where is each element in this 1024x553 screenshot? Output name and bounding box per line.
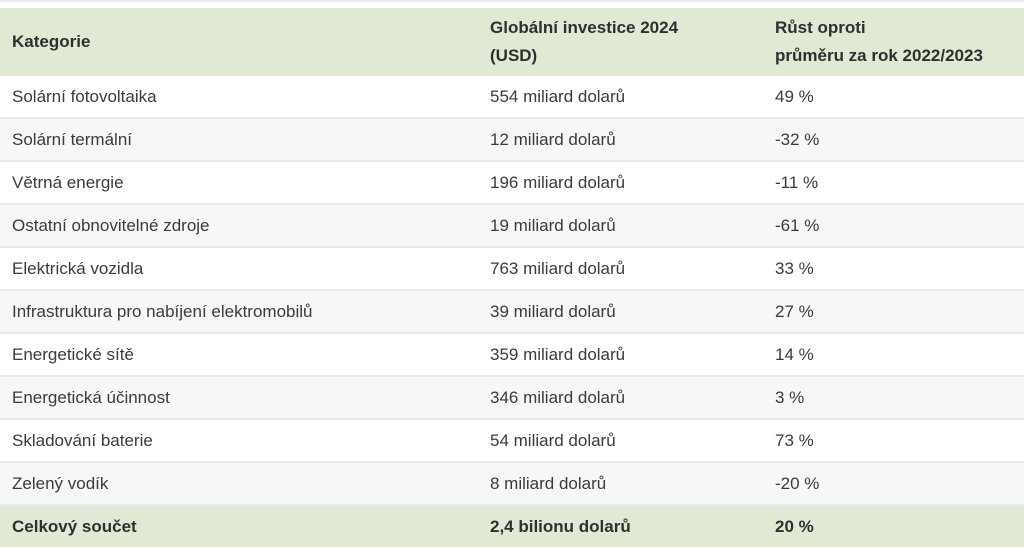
- growth-cell: -61 %: [763, 204, 1024, 248]
- column-header-investment-line2: (USD): [490, 46, 538, 65]
- total-investment-cell: 2,4 bilionu dolarů: [478, 505, 763, 547]
- growth-cell: 49 %: [763, 76, 1024, 119]
- category-cell: Elektrická vozidla: [0, 247, 478, 291]
- growth-cell: 14 %: [763, 333, 1024, 377]
- column-header-growth-line1: Růst oproti: [775, 18, 866, 37]
- total-growth-cell: 20 %: [763, 505, 1024, 547]
- growth-cell: 33 %: [763, 247, 1024, 291]
- growth-cell: 27 %: [763, 290, 1024, 334]
- investment-cell: 8 miliard dolarů: [478, 462, 763, 506]
- growth-cell: 3 %: [763, 376, 1024, 420]
- table-row: Energetické sítě 359 miliard dolarů 14 %: [0, 333, 1024, 377]
- category-cell: Solární fotovoltaika: [0, 76, 478, 119]
- growth-cell: -32 %: [763, 118, 1024, 162]
- table-row: Solární fotovoltaika 554 miliard dolarů …: [0, 76, 1024, 119]
- table-row: Ostatní obnovitelné zdroje 19 miliard do…: [0, 204, 1024, 248]
- investment-cell: 346 miliard dolarů: [478, 376, 763, 420]
- investment-cell: 39 miliard dolarů: [478, 290, 763, 334]
- growth-cell: -20 %: [763, 462, 1024, 506]
- header-row: Kategorie Globální investice 2024 (USD) …: [0, 8, 1024, 76]
- category-cell: Energetická účinnost: [0, 376, 478, 420]
- investment-cell: 763 miliard dolarů: [478, 247, 763, 291]
- category-cell: Zelený vodík: [0, 462, 478, 506]
- investment-cell: 359 miliard dolarů: [478, 333, 763, 377]
- column-header-investment: Globální investice 2024 (USD): [478, 8, 763, 76]
- growth-cell: -11 %: [763, 161, 1024, 205]
- total-label-cell: Celkový součet: [0, 505, 478, 547]
- column-header-growth-line2: průměru za rok 2022/2023: [775, 46, 983, 65]
- investment-cell: 554 miliard dolarů: [478, 76, 763, 119]
- investment-cell: 12 miliard dolarů: [478, 118, 763, 162]
- page-top-divider: [0, 0, 1024, 2]
- column-header-category: Kategorie: [0, 8, 478, 76]
- investment-cell: 19 miliard dolarů: [478, 204, 763, 248]
- table-header: Kategorie Globální investice 2024 (USD) …: [0, 8, 1024, 76]
- total-row: Celkový součet 2,4 bilionu dolarů 20 %: [0, 505, 1024, 547]
- investment-table: Kategorie Globální investice 2024 (USD) …: [0, 8, 1024, 547]
- table-row: Infrastruktura pro nabíjení elektromobil…: [0, 290, 1024, 334]
- column-header-category-label: Kategorie: [12, 32, 91, 51]
- investment-cell: 54 miliard dolarů: [478, 419, 763, 463]
- category-cell: Solární termální: [0, 118, 478, 162]
- table-row: Větrná energie 196 miliard dolarů -11 %: [0, 161, 1024, 205]
- growth-cell: 73 %: [763, 419, 1024, 463]
- table-row: Zelený vodík 8 miliard dolarů -20 %: [0, 462, 1024, 506]
- category-cell: Energetické sítě: [0, 333, 478, 377]
- table-row: Elektrická vozidla 763 miliard dolarů 33…: [0, 247, 1024, 291]
- category-cell: Infrastruktura pro nabíjení elektromobil…: [0, 290, 478, 334]
- table-body: Solární fotovoltaika 554 miliard dolarů …: [0, 76, 1024, 506]
- investment-cell: 196 miliard dolarů: [478, 161, 763, 205]
- table-row: Energetická účinnost 346 miliard dolarů …: [0, 376, 1024, 420]
- category-cell: Větrná energie: [0, 161, 478, 205]
- table-footer: Celkový součet 2,4 bilionu dolarů 20 %: [0, 505, 1024, 547]
- column-header-investment-line1: Globální investice 2024: [490, 18, 679, 37]
- table-row: Solární termální 12 miliard dolarů -32 %: [0, 118, 1024, 162]
- column-header-growth: Růst oproti průměru za rok 2022/2023: [763, 8, 1024, 76]
- category-cell: Skladování baterie: [0, 419, 478, 463]
- category-cell: Ostatní obnovitelné zdroje: [0, 204, 478, 248]
- table-row: Skladování baterie 54 miliard dolarů 73 …: [0, 419, 1024, 463]
